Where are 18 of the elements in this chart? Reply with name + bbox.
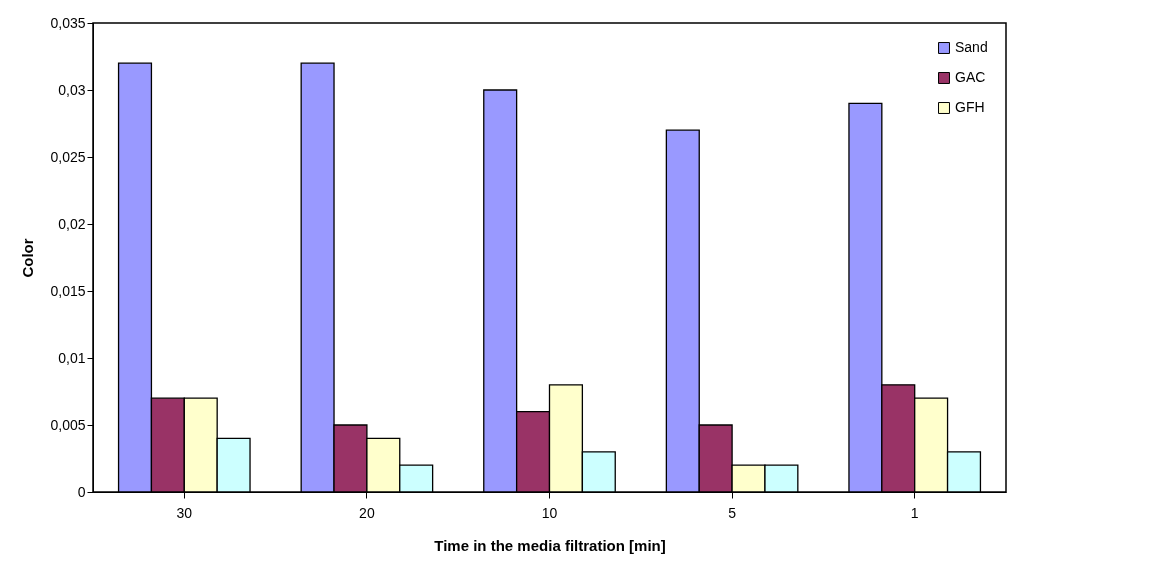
- y-tick-label: 0: [77, 483, 86, 500]
- y-axis-title: Color: [19, 238, 37, 278]
- x-tick-label: 30: [176, 504, 193, 521]
- y-tick-label: 0,01: [58, 349, 86, 366]
- y-tick-label: 0,015: [50, 282, 86, 299]
- x-axis-title: Time in the media filtration [min]: [434, 536, 666, 554]
- y-tick-label: 0,02: [58, 215, 86, 232]
- legend-label: Sand: [955, 39, 988, 55]
- legend-label: GAC: [955, 69, 986, 85]
- x-tick-label: 20: [359, 504, 375, 521]
- x-tick-label: 1: [910, 504, 919, 521]
- y-tick-label: 0,03: [58, 81, 86, 98]
- x-tick-label: 10: [541, 504, 558, 521]
- x-tick-label: 5: [728, 504, 737, 521]
- y-tick-label: 0,025: [50, 148, 86, 165]
- y-tick-label: 0,035: [50, 14, 86, 31]
- legend-label: GFH: [955, 99, 985, 115]
- y-tick-label: 0,005: [50, 416, 86, 433]
